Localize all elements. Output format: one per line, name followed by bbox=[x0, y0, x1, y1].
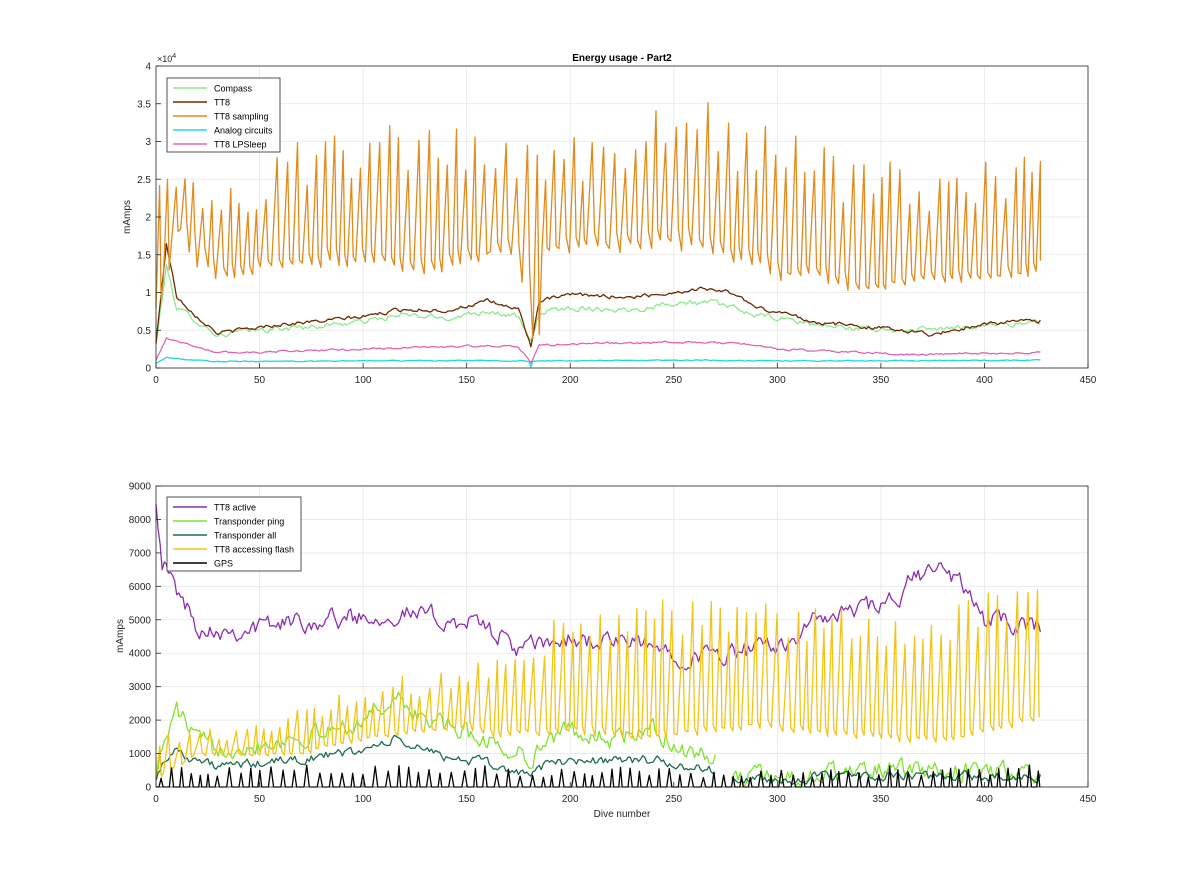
series-line-analog-circuits bbox=[155, 356, 1041, 368]
series-layer-top bbox=[155, 101, 1042, 368]
legend-label-transponder-ping: Transponder ping bbox=[214, 517, 284, 527]
series-layer-bottom bbox=[155, 503, 1042, 788]
x-tick-label: 0 bbox=[153, 375, 159, 386]
legend-label-tt8-sampling: TT8 sampling bbox=[214, 112, 269, 122]
y-axis-label-top: mAmps bbox=[122, 200, 133, 234]
y-tick-label: 3000 bbox=[129, 682, 152, 693]
y-axis-exponent: ×104 bbox=[157, 53, 176, 64]
x-tick-label: 300 bbox=[769, 375, 786, 386]
y-tick-label: 3.5 bbox=[137, 99, 151, 110]
y-axis-exponent-base: ×10 bbox=[157, 54, 172, 64]
y-tick-label: 2000 bbox=[129, 716, 152, 727]
series-line-tt8-accessing-flash bbox=[155, 589, 1040, 777]
x-tick-label: 150 bbox=[458, 375, 475, 386]
x-tick-label: 0 bbox=[153, 794, 159, 805]
x-tick-label: 300 bbox=[769, 794, 786, 805]
y-tick-label: 9000 bbox=[129, 482, 152, 493]
legend-label-tt8-lpsleep: TT8 LPSleep bbox=[214, 140, 267, 150]
chart-title: Energy usage - Part2 bbox=[572, 53, 672, 64]
legend-label-tt8-accessing-flash: TT8 accessing flash bbox=[214, 545, 294, 555]
y-tick-label: 7000 bbox=[129, 548, 152, 559]
y-tick-label: 5000 bbox=[129, 615, 152, 626]
x-tick-label: 150 bbox=[458, 794, 475, 805]
y-tick-label: 4000 bbox=[129, 649, 152, 660]
series-line-transponder-all bbox=[155, 734, 716, 781]
x-tick-label: 200 bbox=[562, 794, 579, 805]
y-tick-label: 4 bbox=[145, 62, 151, 73]
legend-bottom: TT8 active Transponder ping Transponder al… bbox=[166, 496, 302, 572]
legend-label-compass: Compass bbox=[214, 84, 253, 94]
legend-top: Compass TT8 TT8 sampling Analog circuits TT8… bbox=[166, 77, 281, 153]
axes-frame-bottom bbox=[155, 485, 1089, 788]
series-line-tt8-active bbox=[155, 503, 1042, 671]
x-tick-label: 350 bbox=[873, 375, 890, 386]
legend-box bbox=[166, 496, 302, 572]
y-axis-exponent-power: 4 bbox=[172, 53, 176, 60]
chart-bottom: 0 50 100 150 200 250 300 350 400 450 0 1000 2000 300… bbox=[115, 482, 1097, 821]
legend-box bbox=[166, 77, 281, 153]
y-tick-label: 0 bbox=[145, 364, 151, 375]
x-tick-label: 400 bbox=[976, 375, 993, 386]
y-tick-label: 6000 bbox=[129, 582, 152, 593]
x-ticks-bottom: 0 50 100 150 200 250 300 350 400 450 bbox=[153, 782, 1097, 805]
y-ticks-top: 0 0.5 1 1.5 2 2.5 3 3.5 4 bbox=[137, 62, 161, 375]
y-axis-label-bottom: mAmps bbox=[115, 619, 126, 653]
x-axis-label-bottom: Dive number bbox=[594, 809, 651, 820]
y-tick-label: 8000 bbox=[129, 515, 152, 526]
y-tick-label: 1000 bbox=[129, 749, 152, 760]
y-tick-label: 3 bbox=[145, 137, 151, 148]
legend-label-transponder-all: Transponder all bbox=[214, 531, 276, 541]
y-tick-label: 0 bbox=[145, 783, 151, 794]
y-tick-label: 2.5 bbox=[137, 175, 151, 186]
x-tick-label: 200 bbox=[562, 375, 579, 386]
x-ticks-top: 0 50 100 150 200 250 300 350 400 450 bbox=[153, 363, 1097, 386]
x-tick-label: 100 bbox=[355, 794, 372, 805]
x-tick-label: 400 bbox=[976, 794, 993, 805]
chart-energy-usage-part2: 0 50 100 150 200 250 300 350 400 450 0 0.5 1 1.5 2 2.5… bbox=[122, 53, 1097, 386]
x-tick-label: 50 bbox=[254, 375, 266, 386]
x-tick-label: 250 bbox=[665, 375, 682, 386]
series-line-compass bbox=[155, 263, 1041, 345]
x-tick-label: 450 bbox=[1080, 375, 1097, 386]
x-tick-label: 50 bbox=[254, 794, 266, 805]
legend-label-tt8-active: TT8 active bbox=[214, 503, 256, 513]
y-ticks-bottom: 0 1000 2000 3000 4000 5000 6000 7000 8000 9000 bbox=[129, 482, 161, 794]
legend-label-analog-circuits: Analog circuits bbox=[214, 126, 273, 136]
series-line-tt8 bbox=[155, 243, 1041, 348]
x-tick-label: 350 bbox=[873, 794, 890, 805]
y-tick-label: 1 bbox=[145, 288, 151, 299]
x-tick-label: 100 bbox=[355, 375, 372, 386]
x-tick-label: 250 bbox=[665, 794, 682, 805]
x-tick-label: 450 bbox=[1080, 794, 1097, 805]
legend-label-tt8: TT8 bbox=[214, 98, 230, 108]
y-tick-label: 2 bbox=[145, 213, 151, 224]
y-tick-label: 1.5 bbox=[137, 250, 151, 261]
y-tick-label: 0.5 bbox=[137, 326, 151, 337]
series-line-tt8-lpsleep bbox=[155, 337, 1041, 364]
series-line-tt8-sampling bbox=[155, 101, 1042, 340]
legend-label-gps: GPS bbox=[214, 559, 233, 569]
